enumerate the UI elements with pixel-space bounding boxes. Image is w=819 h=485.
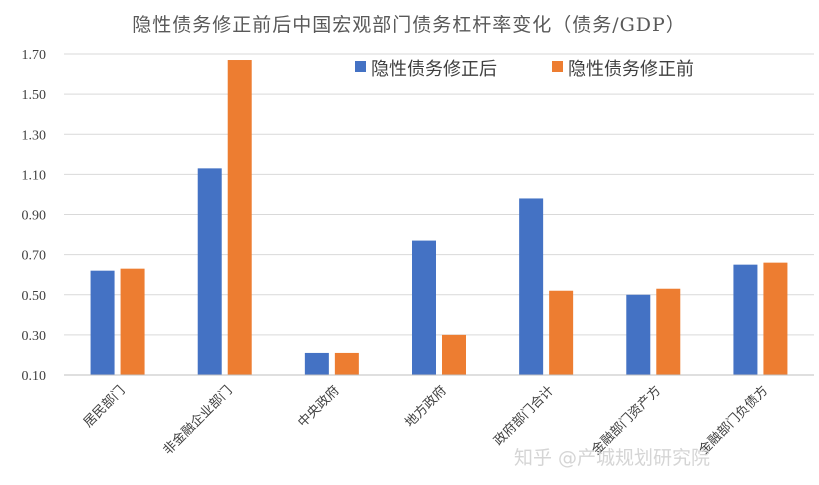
bar-before-3	[442, 334, 466, 375]
watermark-text: 知乎 @产城规划研究院	[514, 447, 710, 469]
bar-before-2	[334, 352, 359, 375]
y-tick-label: 0.10	[22, 369, 47, 384]
bar-before-1	[227, 60, 252, 376]
y-axis-ticks: 0.10 0.30 0.50 0.70 0.90 1.10 1.30 1.50 1.70	[22, 48, 47, 384]
bar-before-5	[656, 288, 681, 375]
y-tick-label: 1.70	[22, 48, 47, 63]
bar-after-4	[519, 198, 544, 375]
x-category-label: 政府部门合计	[491, 383, 557, 449]
x-category-label: 非金融企业部门	[160, 383, 236, 459]
chart-title: 隐性债务修正前后中国宏观部门债务杠杆率变化（债务/GDP）	[132, 14, 686, 36]
bar-before-6	[763, 262, 788, 375]
x-category-label: 居民部门	[81, 383, 128, 430]
y-tick-label: 1.30	[22, 128, 47, 143]
gridlines	[64, 53, 814, 336]
y-tick-label: 1.10	[22, 168, 47, 183]
legend: 隐性债务修正后 隐性债务修正前	[355, 59, 694, 80]
y-tick-label: 0.50	[22, 289, 47, 304]
bars	[90, 60, 788, 376]
y-tick-label: 0.70	[22, 249, 47, 264]
legend-swatch	[552, 61, 563, 72]
legend-label: 隐性债务修正前	[568, 59, 694, 80]
y-tick-label: 1.50	[22, 88, 47, 103]
bar-after-3	[412, 240, 436, 375]
bar-after-5	[626, 294, 651, 375]
x-category-label: 中央政府	[295, 383, 342, 430]
y-tick-label: 0.30	[22, 329, 47, 344]
legend-label: 隐性债务修正后	[371, 59, 497, 80]
bar-before-0	[120, 268, 145, 375]
bar-after-0	[90, 270, 115, 375]
bar-after-2	[304, 352, 329, 375]
bar-after-1	[197, 168, 222, 375]
x-category-label: 地方政府	[402, 383, 450, 431]
legend-swatch	[355, 61, 366, 72]
y-tick-label: 0.90	[22, 209, 47, 224]
bar-after-6	[733, 264, 758, 375]
bar-before-4	[549, 290, 574, 375]
